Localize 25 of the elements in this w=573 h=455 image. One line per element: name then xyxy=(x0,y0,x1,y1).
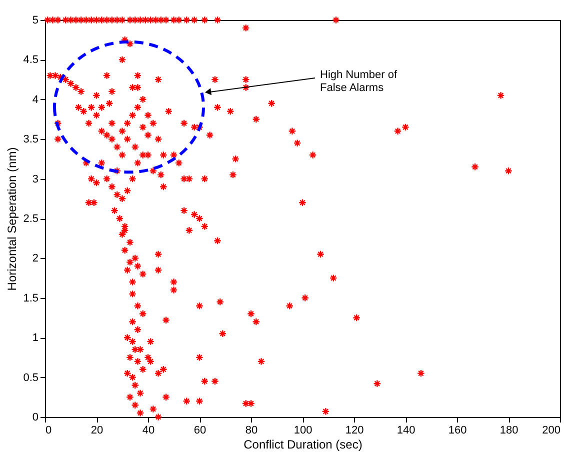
annotation: High Number of False Alarms xyxy=(320,69,398,94)
x-tick-label: 160 xyxy=(448,424,467,436)
y-tick-label: 2 xyxy=(32,252,38,265)
y-tick-label: 5 xyxy=(32,14,38,26)
x-tick-label: 180 xyxy=(500,424,518,436)
x-tick-label: 20 xyxy=(90,424,104,436)
y-axis-title: Horizontal Seperation (nm) xyxy=(5,147,20,291)
x-tick-label: 60 xyxy=(194,424,206,436)
y-tick-label: 3 xyxy=(32,173,38,186)
x-tick-label: 140 xyxy=(396,424,416,436)
x-tick-label: 100 xyxy=(294,424,312,436)
y-tick-label: 2.5 xyxy=(23,213,38,225)
y-tick-label: 3.5 xyxy=(23,134,38,146)
x-tick-label: 120 xyxy=(345,424,364,436)
x-tick-label: 200 xyxy=(542,424,560,436)
y-tick-label: 0.5 xyxy=(23,372,38,384)
y-tick-label: 1 xyxy=(32,332,38,344)
y-tick-label: 1.5 xyxy=(23,292,38,304)
y-tick-label: 0 xyxy=(32,412,38,424)
x-tick-label: 80 xyxy=(245,424,258,436)
y-tick-label: 4 xyxy=(32,94,38,106)
x-axis-title: Conflict Duration (sec) xyxy=(244,438,362,452)
x-tick-label: 0 xyxy=(46,424,52,436)
y-tick-label: 4.5 xyxy=(23,54,38,66)
x-tick-label: 40 xyxy=(142,424,155,436)
